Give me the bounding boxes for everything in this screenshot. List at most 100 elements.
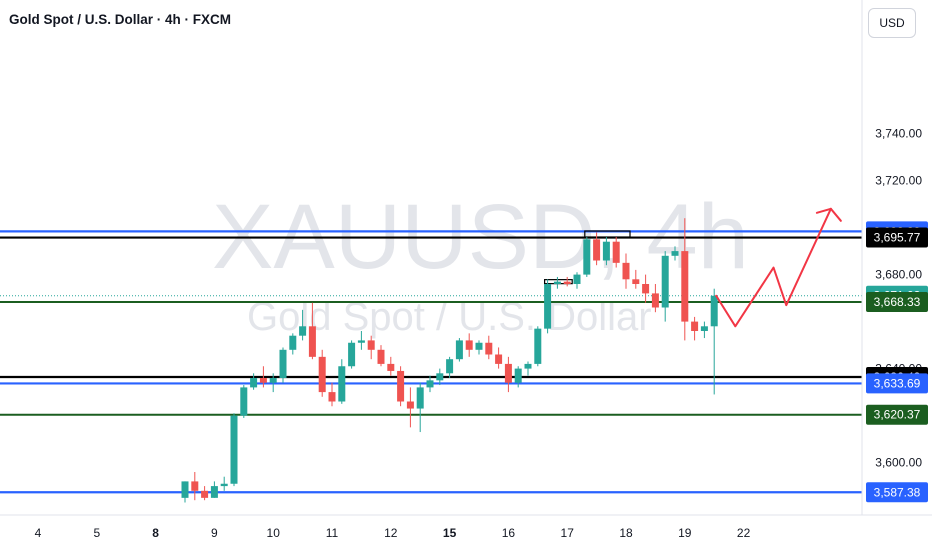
candle <box>573 272 581 289</box>
candle-body <box>514 368 522 383</box>
candle-body <box>524 363 532 369</box>
candle <box>279 347 287 383</box>
currency-button[interactable]: USD <box>868 8 916 38</box>
time-axis[interactable]: 34589101112151617181922 <box>0 514 932 540</box>
candle <box>465 333 473 357</box>
time-tick-label: 18 <box>619 526 633 540</box>
candle-body <box>563 281 571 284</box>
candle <box>181 481 189 503</box>
candle-body <box>367 340 375 350</box>
candle-body <box>612 241 620 263</box>
candle-body <box>504 363 512 383</box>
candle <box>622 253 630 289</box>
candle <box>710 288 718 395</box>
candle-body <box>593 239 601 261</box>
candle <box>220 476 228 491</box>
price-tag: 3,620.37 <box>866 404 928 425</box>
candle-body <box>416 387 424 409</box>
horizontal-levels[interactable] <box>0 230 862 494</box>
candle <box>455 338 463 362</box>
candle <box>681 218 689 341</box>
candlesticks[interactable] <box>181 218 718 503</box>
candle-body <box>475 342 483 350</box>
arrow-head <box>815 207 842 222</box>
price-tag: 3,633.69 <box>866 373 928 394</box>
candle-body <box>289 335 297 350</box>
candle-body <box>465 340 473 350</box>
time-tick-label: 11 <box>326 526 339 540</box>
candle-body <box>259 378 267 383</box>
time-tick-label: 16 <box>502 526 516 540</box>
time-tick-label: 17 <box>561 526 575 540</box>
price-tag: 3,695.77 <box>866 227 928 248</box>
candle-body <box>328 392 336 402</box>
candle <box>563 276 571 287</box>
price-tag-bg <box>866 482 928 503</box>
price-tag-label: 3,587.38 <box>874 485 921 499</box>
projection-arrow[interactable] <box>715 207 842 328</box>
candle-body <box>240 387 248 416</box>
candle <box>446 356 454 378</box>
candle <box>426 375 434 393</box>
candle-body <box>191 481 199 491</box>
candle <box>357 331 365 350</box>
candle <box>387 356 395 376</box>
candle-body <box>583 239 591 275</box>
candle-body <box>210 486 218 498</box>
candle <box>632 269 640 289</box>
candle <box>544 279 552 334</box>
candle-body <box>299 326 307 336</box>
candle-body <box>220 483 228 487</box>
candle-body <box>602 241 610 261</box>
candle-body <box>622 262 630 280</box>
time-tick-label: 19 <box>678 526 692 540</box>
candle <box>201 486 209 501</box>
candle <box>642 274 650 303</box>
candle-body <box>181 481 189 498</box>
candle-body <box>681 251 689 322</box>
price-tag-bg <box>866 373 928 394</box>
candle-body <box>406 401 414 409</box>
time-tick-label: 8 <box>152 526 159 540</box>
candle <box>406 387 414 428</box>
candle <box>308 302 316 360</box>
price-tag: 3,587.38 <box>866 482 928 503</box>
candle-body <box>710 295 718 327</box>
time-tick-label: 22 <box>737 526 751 540</box>
price-tick-label: 3,680.00 <box>875 268 922 282</box>
price-tag-label: 3,668.33 <box>874 295 921 309</box>
price-axis[interactable]: 3,740.003,720.003,680.003,640.003,600.00 <box>861 0 922 515</box>
price-tag-label: 3,633.69 <box>874 376 921 390</box>
chart-title: Gold Spot / U.S. Dollar · 4h · FXCM <box>9 12 231 27</box>
candle <box>671 246 679 261</box>
candle-body <box>544 284 552 329</box>
price-tag-bg <box>866 227 928 248</box>
price-tag-bg <box>866 292 928 313</box>
candle <box>289 333 297 355</box>
candle <box>504 356 512 393</box>
candle-body <box>279 349 287 378</box>
candle-body <box>387 363 395 371</box>
candle <box>436 368 444 386</box>
time-tick-label: 4 <box>35 526 42 540</box>
candle <box>475 340 483 355</box>
candle-body <box>250 378 258 388</box>
candle <box>485 335 493 360</box>
candle-body <box>495 354 503 364</box>
candle <box>240 385 248 418</box>
candle <box>367 335 375 360</box>
candle-body <box>201 490 209 498</box>
price-tick-label: 3,740.00 <box>875 127 922 141</box>
candle-body <box>671 251 679 256</box>
candle-body <box>534 328 542 364</box>
candle-body <box>446 359 454 374</box>
candle-body <box>377 349 385 364</box>
candle <box>269 373 277 393</box>
candle-body <box>485 342 493 355</box>
candle-body <box>632 279 640 284</box>
price-tag-label: 3,620.37 <box>874 408 921 422</box>
candle-body <box>553 281 561 284</box>
candle-body <box>357 340 365 343</box>
candle-body <box>700 326 708 331</box>
